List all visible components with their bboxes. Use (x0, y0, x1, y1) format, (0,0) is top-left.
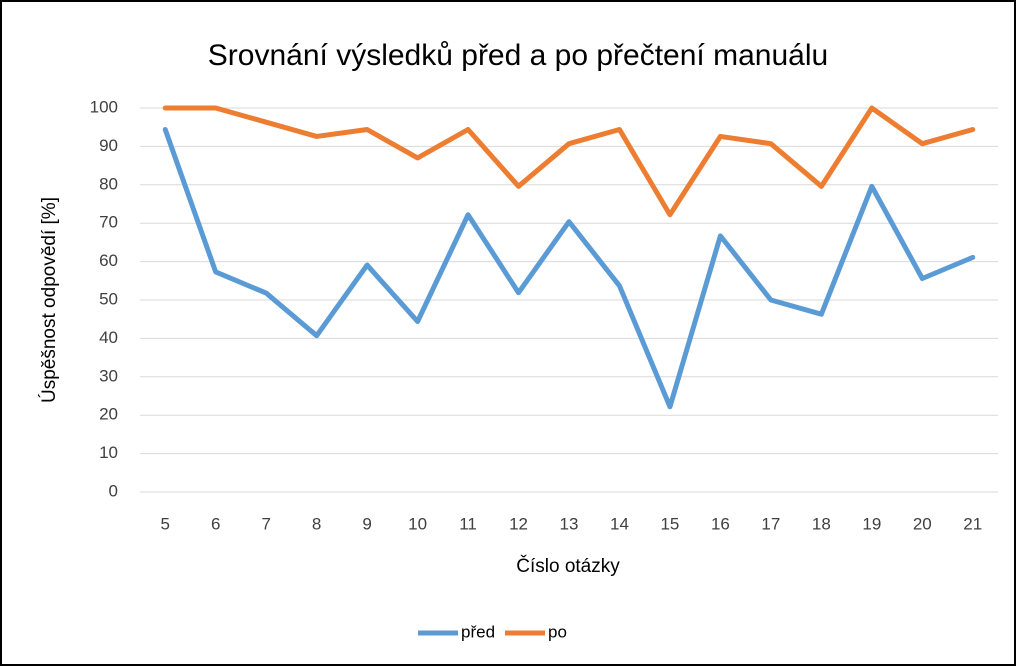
y-tick-label: 70 (99, 213, 118, 232)
x-tick-label: 16 (711, 514, 730, 533)
y-tick-label: 90 (99, 136, 118, 155)
y-tick-label: 40 (99, 328, 118, 347)
x-tick-label: 7 (261, 514, 270, 533)
chart-title: Srovnání výsledků před a po přečtení man… (208, 39, 828, 72)
y-tick-label: 20 (99, 405, 118, 424)
x-tick-label: 15 (660, 514, 679, 533)
y-tick-label: 50 (99, 289, 118, 308)
x-tick-label: 21 (963, 514, 982, 533)
data-line (162, 105, 976, 218)
x-tick-label: 20 (913, 514, 932, 533)
x-tick-label: 14 (610, 514, 629, 533)
x-tick-label: 12 (509, 514, 528, 533)
x-tick-label: 5 (161, 514, 170, 533)
legend-label: po (548, 622, 567, 641)
x-tick-label: 13 (560, 514, 579, 533)
y-tick-label: 60 (99, 251, 118, 270)
y-axis-label: Úspěšnost odpovědí [%] (38, 197, 60, 403)
x-tick-label: 19 (862, 514, 881, 533)
x-tick-label: 18 (812, 514, 831, 533)
legend-label: před (461, 622, 495, 641)
y-tick-label: 10 (99, 443, 118, 462)
x-tick-label: 8 (312, 514, 321, 533)
y-tick-label: 0 (109, 481, 118, 500)
x-axis-label: Číslo otázky (516, 555, 620, 577)
x-tick-label: 17 (761, 514, 780, 533)
x-tick-label: 9 (362, 514, 371, 533)
x-tick-label: 11 (459, 514, 477, 533)
x-tick-label: 10 (408, 514, 427, 533)
data-line (162, 127, 976, 410)
y-tick-label: 100 (90, 97, 118, 116)
x-tick-label: 6 (211, 514, 220, 533)
y-tick-label: 30 (99, 366, 118, 385)
y-tick-label: 80 (99, 174, 118, 193)
